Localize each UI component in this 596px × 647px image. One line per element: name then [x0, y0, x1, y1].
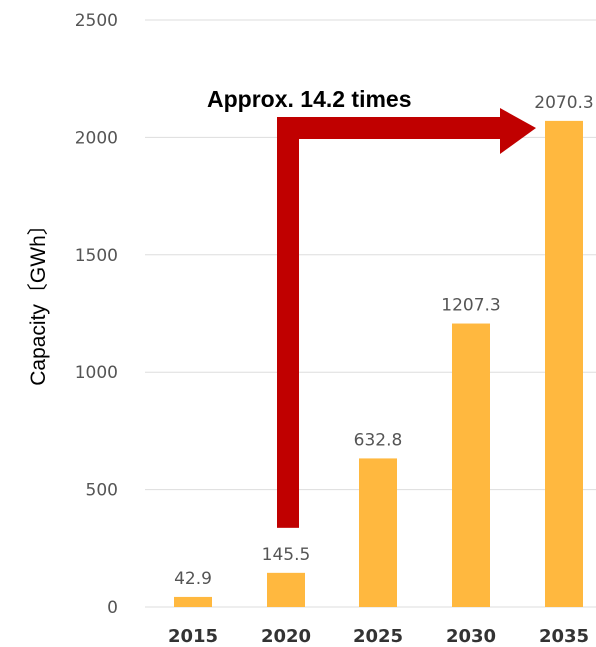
y-tick-label: 1500: [75, 246, 118, 266]
data-labels: 42.9 145.5 632.8 1207.3 2070.3: [174, 93, 594, 589]
y-tick-label: 2500: [75, 11, 118, 31]
arrow-horizontal: [277, 117, 502, 139]
bar: [267, 572, 305, 607]
bars: [174, 120, 583, 608]
x-tick-label: 2015: [168, 626, 218, 647]
x-tick-label: 2030: [446, 626, 496, 647]
bar: [452, 323, 490, 607]
x-tick-label: 2035: [539, 626, 589, 647]
data-label: 632.8: [354, 430, 403, 450]
y-axis-ticks: 0 500 1000 1500 2000 2500: [75, 11, 118, 618]
bar: [359, 458, 397, 607]
x-tick-label: 2020: [261, 626, 311, 647]
arrow-vertical: [277, 117, 299, 528]
y-tick-label: 1000: [75, 363, 118, 383]
x-tick-label: 2025: [353, 626, 403, 647]
y-tick-label: 500: [86, 481, 118, 501]
arrow-head-icon: [500, 108, 536, 154]
data-label: 42.9: [174, 569, 212, 589]
data-label: 1207.3: [441, 296, 500, 316]
y-tick-label: 2000: [75, 128, 118, 148]
data-label: 2070.3: [534, 93, 593, 113]
bar: [545, 120, 583, 608]
bar: [174, 596, 212, 607]
growth-arrow: [277, 108, 536, 528]
y-tick-label: 0: [107, 598, 118, 618]
x-axis-ticks: 2015 2020 2025 2030 2035: [168, 626, 589, 647]
y-axis-label: Capacity〔GWh〕: [27, 214, 50, 386]
data-label: 145.5: [262, 545, 311, 565]
growth-annotation: Approx. 14.2 times: [207, 86, 412, 112]
